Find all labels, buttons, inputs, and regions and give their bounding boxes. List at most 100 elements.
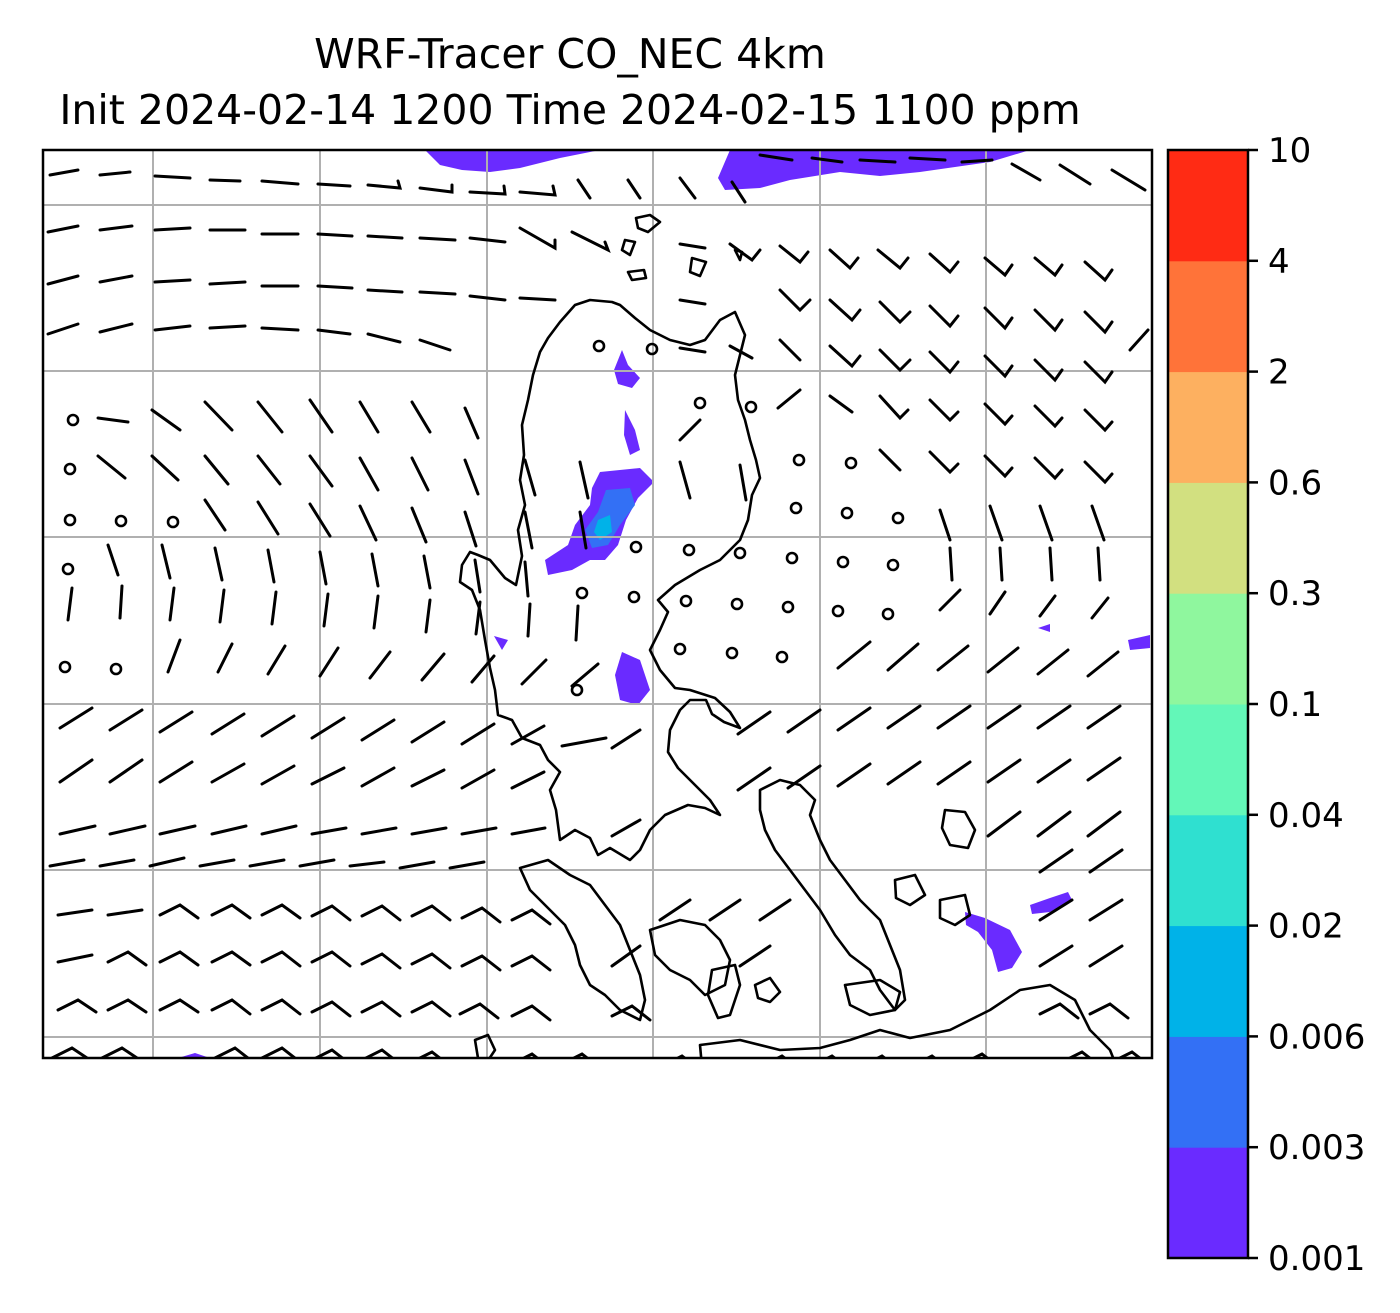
coastline-mindoro	[518, 858, 647, 1022]
calm-wind-marker	[109, 662, 123, 676]
contour-patch	[1030, 892, 1072, 914]
wind-barb	[66, 584, 1110, 642]
coastline-island	[688, 256, 708, 278]
map-title-line-1: WRF-Tracer CO_NEC 4km	[314, 30, 826, 78]
coastline-island	[460, 1085, 472, 1100]
colorbar-block	[1168, 925, 1248, 1037]
calm-wind-marker	[58, 660, 72, 674]
wind-barbs	[46, 153, 1150, 1058]
contour-patch	[1038, 624, 1050, 632]
calm-wind-marker	[114, 514, 128, 528]
calm-wind-marker	[891, 511, 905, 525]
calm-wind-marker	[673, 642, 687, 656]
wind-barb	[58, 704, 1122, 750]
colorbar-tick-label: 0.006	[1268, 1017, 1365, 1057]
calm-wind-marker	[730, 597, 744, 611]
contour-patch	[425, 150, 600, 172]
wind-barb	[58, 810, 1122, 838]
calm-wind-marker	[682, 543, 696, 557]
calm-wind-marker	[679, 594, 693, 608]
wind-barb	[56, 998, 1130, 1022]
colorbar-block	[1168, 704, 1248, 816]
calm-wind-marker	[61, 562, 75, 576]
wind-barb	[56, 944, 1124, 972]
colorbar-block	[1168, 371, 1248, 483]
calm-wind-marker	[693, 396, 707, 410]
colorbar-tick-label: 2	[1268, 353, 1290, 393]
calm-markers	[58, 339, 905, 697]
coastline-bohol	[843, 978, 902, 1017]
coastline-island	[620, 238, 637, 257]
colorbar-block	[1168, 1147, 1248, 1259]
colorbar-blocks	[1168, 150, 1248, 1259]
calm-wind-marker	[166, 515, 180, 529]
wind-barb	[46, 322, 1150, 385]
wind-barb	[203, 498, 1106, 550]
colorbar-tick-label: 0.001	[1268, 1239, 1365, 1279]
map-frame	[41, 148, 1154, 1060]
wind-barb	[166, 638, 1120, 688]
calm-wind-marker	[844, 456, 858, 470]
contour-patch	[718, 150, 1030, 190]
coastline-island	[626, 268, 648, 282]
calm-wind-marker	[840, 506, 854, 520]
coastline-island	[753, 976, 782, 1004]
calm-wind-marker	[725, 646, 739, 660]
calm-wind-marker	[886, 558, 900, 572]
concentration-contours	[178, 150, 1150, 1058]
gridlines	[43, 150, 1152, 1058]
map-panel	[41, 148, 1154, 1258]
contour-patch	[594, 515, 612, 540]
colorbar-ticks: 0.001 0.003 0.006 0.02 0.04 0.1 0.3 0.6 2 4 10	[1248, 131, 1365, 1279]
contour-patch	[624, 410, 640, 455]
colorbar-tick-label: 0.02	[1268, 907, 1344, 947]
colorbar-tick-label: 10	[1268, 131, 1311, 171]
wind-barb	[46, 224, 1114, 283]
calm-wind-marker	[781, 600, 795, 614]
wind-barb	[96, 448, 1114, 502]
calm-wind-marker	[645, 342, 659, 356]
calm-wind-marker	[733, 546, 747, 560]
colorbar-tick-label: 0.04	[1268, 796, 1344, 836]
wind-barb	[46, 274, 1114, 335]
calm-wind-marker	[785, 551, 799, 565]
calm-wind-marker	[66, 413, 80, 427]
contour-patch	[965, 912, 1022, 972]
colorbar-tick-label: 4	[1268, 242, 1290, 282]
coastline-island	[600, 1158, 610, 1168]
calm-wind-marker	[575, 586, 589, 600]
colorbar-tick-label: 0.1	[1268, 685, 1322, 725]
calm-wind-marker	[592, 339, 606, 353]
colorbar-tick-label: 0.3	[1268, 574, 1322, 614]
colorbar-block	[1168, 593, 1248, 705]
coastline-island	[706, 963, 742, 1020]
coastline-mindanao	[698, 983, 1115, 1058]
wind-barb	[50, 1046, 1143, 1058]
colorbar-tick-label: 0.6	[1268, 463, 1322, 503]
coastline-luzon	[458, 298, 762, 862]
colorbar: 0.001 0.003 0.006 0.02 0.04 0.1 0.3 0.6 2 4 10	[1166, 131, 1365, 1279]
concentration-contours-peak	[594, 515, 612, 540]
coastline-samar-leyte	[758, 778, 907, 1012]
colorbar-tick-label: 0.003	[1268, 1128, 1365, 1168]
calm-wind-marker	[629, 540, 643, 554]
coastline-panay-negros	[648, 918, 732, 997]
contour-patch	[494, 636, 508, 650]
coastline-palawan	[345, 1105, 440, 1258]
calm-wind-marker	[792, 453, 806, 467]
calm-wind-marker	[831, 604, 845, 618]
wind-barb	[48, 848, 1124, 874]
coastline-island	[938, 893, 972, 927]
wind-barb	[56, 898, 1124, 926]
calm-wind-marker	[63, 462, 77, 476]
coastline-island	[893, 873, 927, 907]
coastline-island	[940, 808, 977, 850]
map-title-line-2: Init 2024-02-14 1200 Time 2024-02-15 110…	[59, 86, 1081, 134]
calm-wind-marker	[775, 650, 789, 664]
wind-barb	[48, 153, 1147, 204]
colorbar-block	[1168, 1036, 1248, 1148]
calm-wind-marker	[744, 400, 758, 414]
colorbar-block	[1168, 260, 1248, 373]
calm-wind-marker	[627, 590, 641, 604]
